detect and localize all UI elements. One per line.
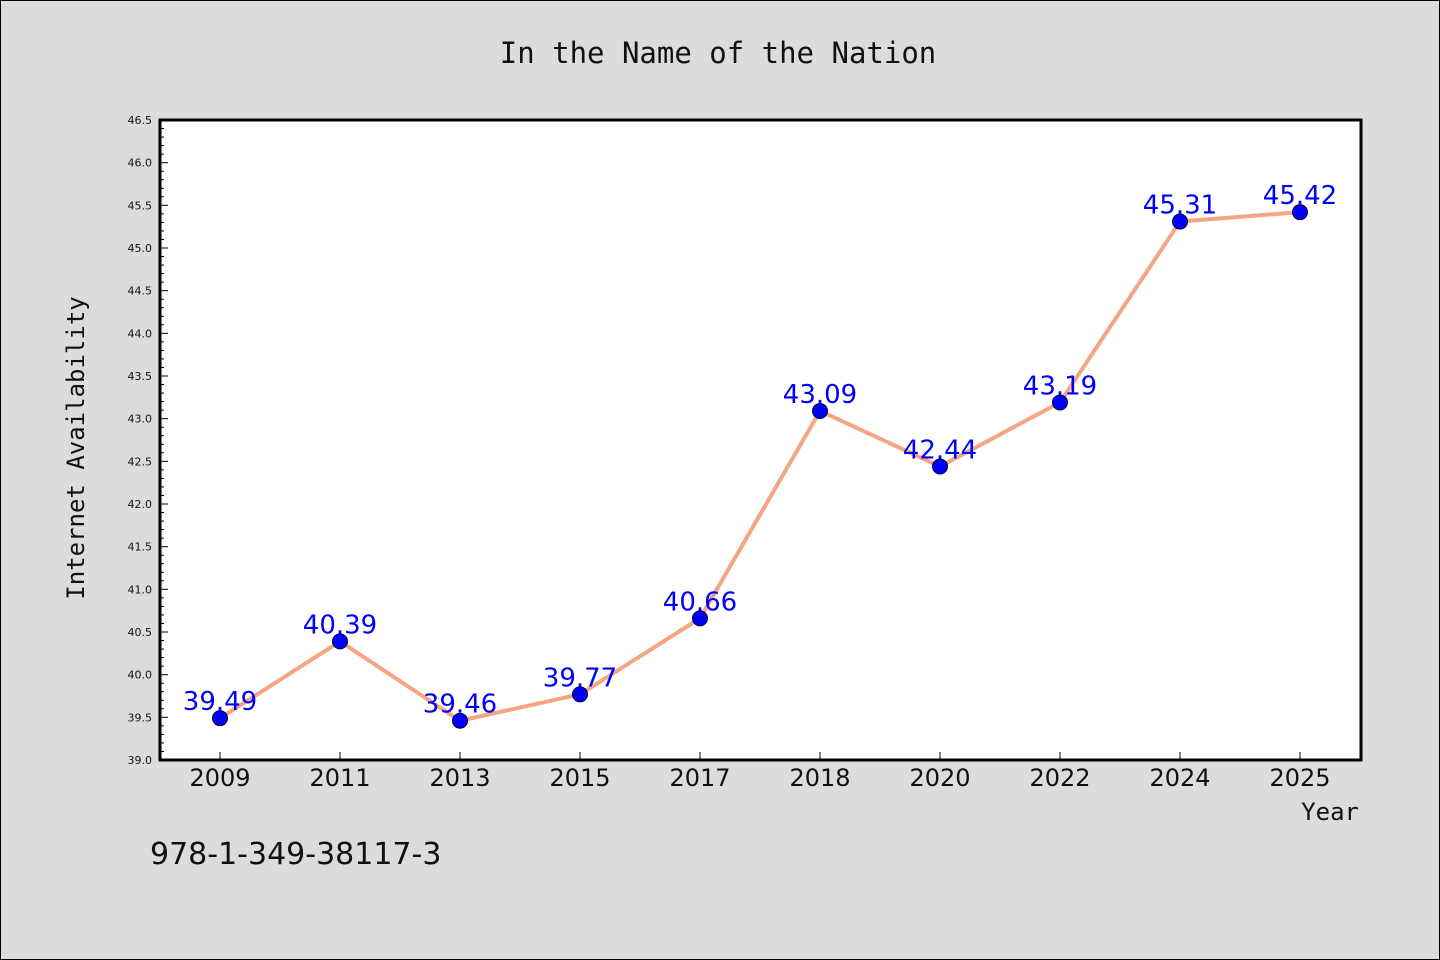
y-axis-label: Internet Availability bbox=[62, 296, 90, 599]
x-tick-label: 2017 bbox=[669, 764, 730, 792]
data-label: 39.77 bbox=[543, 663, 617, 693]
data-label: 40.66 bbox=[663, 587, 737, 617]
y-axis-ticks: 39.0 39.5 40.0 40.5 41.0 41.5 42.0 42.5 43.0 43.5… bbox=[128, 114, 168, 767]
data-label: 45.42 bbox=[1263, 181, 1337, 211]
x-tick-label: 2025 bbox=[1269, 764, 1330, 792]
y-tick-label: 40.0 bbox=[128, 669, 153, 682]
data-point bbox=[1292, 204, 1308, 221]
y-tick-label: 41.0 bbox=[128, 583, 153, 596]
y-tick-label: 39.0 bbox=[128, 754, 153, 767]
data-point bbox=[452, 712, 468, 729]
data-point bbox=[212, 710, 228, 727]
data-point bbox=[1052, 394, 1068, 411]
y-tick-label: 44.0 bbox=[128, 327, 153, 340]
data-label: 43.09 bbox=[783, 380, 857, 410]
data-label: 39.49 bbox=[183, 687, 257, 717]
series-markers bbox=[212, 204, 1308, 729]
data-point bbox=[572, 686, 588, 703]
y-tick-label: 45.5 bbox=[128, 199, 153, 212]
x-tick-label: 2022 bbox=[1029, 764, 1090, 792]
series-line bbox=[218, 210, 1302, 723]
x-tick-label: 2011 bbox=[309, 764, 370, 792]
x-tick-label: 2013 bbox=[429, 764, 490, 792]
x-axis-label: Year bbox=[1301, 798, 1359, 826]
y-tick-label: 42.5 bbox=[128, 455, 153, 468]
x-tick-label: 2009 bbox=[189, 764, 250, 792]
data-point bbox=[332, 633, 348, 650]
y-tick-label: 41.5 bbox=[128, 541, 153, 554]
data-point bbox=[932, 458, 948, 475]
y-tick-label: 42.0 bbox=[128, 498, 153, 511]
y-tick-label: 46.0 bbox=[128, 157, 153, 170]
data-labels: 39.49 40.39 39.46 39.77 40.66 43.09 42.44 43.19… bbox=[183, 181, 1337, 720]
data-label: 39.46 bbox=[423, 690, 497, 720]
y-tick-label: 45.0 bbox=[128, 242, 153, 255]
x-axis-ticks: 2009 2011 2013 2015 2017 2018 2020 2022 2024 2025 bbox=[189, 752, 1331, 792]
data-point bbox=[1172, 213, 1188, 230]
y-tick-label: 43.0 bbox=[128, 413, 153, 426]
data-label: 45.31 bbox=[1143, 191, 1217, 221]
y-tick-label: 39.5 bbox=[128, 711, 153, 724]
y-tick-label: 40.5 bbox=[128, 626, 153, 639]
plot-border bbox=[158, 118, 1363, 762]
data-label: 42.44 bbox=[903, 435, 977, 465]
y-tick-label: 46.5 bbox=[128, 114, 153, 127]
x-tick-label: 2018 bbox=[789, 764, 850, 792]
x-tick-label: 2020 bbox=[909, 764, 970, 792]
data-point bbox=[692, 610, 708, 627]
x-tick-label: 2024 bbox=[1149, 764, 1210, 792]
chart-title: In the Name of the Nation bbox=[500, 36, 937, 70]
y-tick-label: 44.5 bbox=[128, 285, 153, 298]
data-label: 40.39 bbox=[303, 610, 377, 640]
x-tick-label: 2015 bbox=[549, 764, 610, 792]
data-label: 43.19 bbox=[1023, 371, 1097, 401]
footer-code: 978-1-349-38117-3 bbox=[150, 837, 441, 872]
data-point bbox=[812, 402, 828, 419]
y-tick-label: 43.5 bbox=[128, 370, 153, 383]
